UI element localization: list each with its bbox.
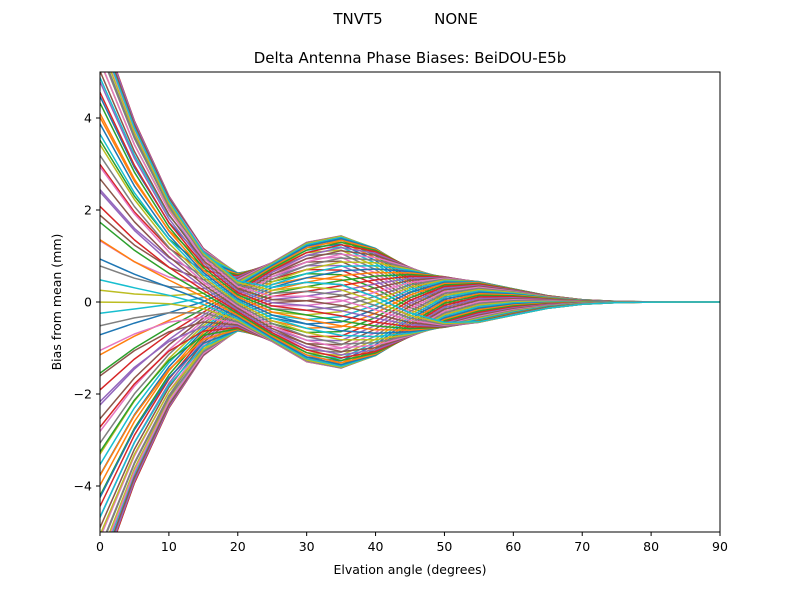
- x-tick-label: 50: [436, 539, 452, 554]
- suptitle-station: TNVT5: [332, 10, 382, 28]
- x-axis-label: Elvation angle (degrees): [333, 562, 486, 577]
- chart-title: Delta Antenna Phase Biases: BeiDOU-E5b: [254, 49, 567, 67]
- y-axis-ticks: −4 −2 0 2 4: [74, 111, 100, 494]
- y-tick-label: 0: [84, 295, 92, 310]
- x-tick-label: 30: [299, 539, 315, 554]
- y-tick-label: 4: [84, 111, 92, 126]
- series-line: [112, 72, 720, 324]
- y-tick-label: −2: [74, 387, 92, 402]
- x-tick-label: 80: [643, 539, 659, 554]
- series-lines: [100, 72, 720, 532]
- y-axis-label: Bias from mean (mm): [49, 234, 64, 371]
- x-axis-ticks: 0 10 20 30 40 50 60 70 80 90: [96, 532, 728, 554]
- x-tick-label: 90: [712, 539, 728, 554]
- y-tick-label: −4: [74, 479, 92, 494]
- suptitle-radome: NONE: [434, 10, 478, 28]
- x-tick-label: 20: [230, 539, 246, 554]
- x-tick-label: 40: [368, 539, 384, 554]
- x-tick-label: 0: [96, 539, 104, 554]
- x-tick-label: 70: [574, 539, 590, 554]
- y-tick-label: 2: [84, 203, 92, 218]
- x-tick-label: 10: [161, 539, 177, 554]
- x-tick-label: 60: [505, 539, 521, 554]
